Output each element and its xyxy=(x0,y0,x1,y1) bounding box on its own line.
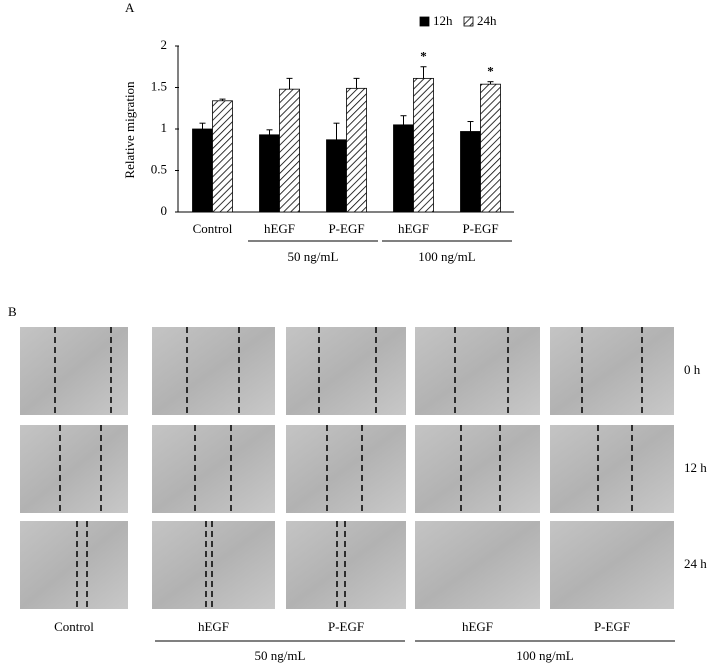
group-label: 50 ng/mL xyxy=(288,249,339,264)
x-tick-label: Control xyxy=(193,221,233,236)
x-tick-label: P-EGF xyxy=(328,221,364,236)
micrograph xyxy=(152,521,275,609)
micrograph xyxy=(152,327,275,415)
micrograph xyxy=(152,425,275,513)
significance-marker: * xyxy=(420,49,427,64)
x-tick-label: P-EGF xyxy=(462,221,498,236)
bar xyxy=(279,88,300,213)
legend-label: 12h xyxy=(433,13,453,28)
micrograph xyxy=(286,521,406,609)
row-label: 12 h xyxy=(684,460,707,475)
bar xyxy=(346,87,367,213)
micrograph xyxy=(550,521,674,609)
panel-label: B xyxy=(8,304,17,319)
legend-swatch xyxy=(463,16,474,27)
micrograph xyxy=(20,327,128,415)
legend-swatch xyxy=(419,16,430,27)
y-tick-label: 0.5 xyxy=(151,161,167,176)
group-label: 100 ng/mL xyxy=(418,249,475,264)
micrograph xyxy=(415,327,540,415)
group-label: 50 ng/mL xyxy=(255,648,306,663)
micrograph xyxy=(20,521,128,609)
y-tick-label: 1 xyxy=(161,120,168,135)
column-label: P-EGF xyxy=(594,619,630,634)
legend-label: 24h xyxy=(477,13,497,28)
group-label: 100 ng/mL xyxy=(516,648,573,663)
micrograph xyxy=(415,521,540,609)
micrograph xyxy=(550,425,674,513)
y-tick-label: 2 xyxy=(161,37,168,52)
row-label: 0 h xyxy=(684,362,701,377)
bar xyxy=(460,131,481,213)
bar xyxy=(326,139,347,213)
bar xyxy=(393,124,414,213)
row-label: 24 h xyxy=(684,556,707,571)
x-tick-label: hEGF xyxy=(264,221,295,236)
micrograph xyxy=(20,425,128,513)
panel-label: A xyxy=(125,0,135,15)
micrograph xyxy=(550,327,674,415)
column-label: hEGF xyxy=(198,619,229,634)
column-label: Control xyxy=(54,619,94,634)
column-label: P-EGF xyxy=(328,619,364,634)
column-label: hEGF xyxy=(462,619,493,634)
micrograph xyxy=(286,425,406,513)
x-tick-label: hEGF xyxy=(398,221,429,236)
bar xyxy=(259,134,280,213)
bar xyxy=(413,77,434,213)
bar xyxy=(212,100,233,213)
micrograph xyxy=(415,425,540,513)
y-tick-label: 1.5 xyxy=(151,78,167,93)
bar xyxy=(480,83,501,213)
bar xyxy=(192,128,213,213)
y-axis-label: Relative migration xyxy=(122,81,137,179)
micrograph xyxy=(286,327,406,415)
significance-marker: * xyxy=(487,64,494,79)
y-tick-label: 0 xyxy=(161,203,168,218)
